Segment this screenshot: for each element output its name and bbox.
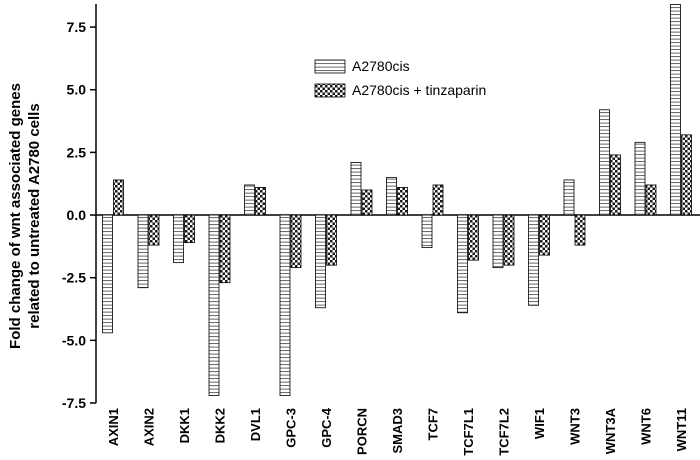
x-category-label: GPC-4 [319,407,334,448]
bar-a2780cis-tinzaparin-wnt3 [574,214,586,246]
bar-a2780cis-wnt11 [670,4,681,216]
bar-a2780cis-tinzaparin-wnt11 [681,134,692,216]
legend-label-a2780cis: A2780cis [352,58,410,74]
x-category-label: WNT3A [603,407,618,454]
x-category-label: GPC-3 [284,408,299,448]
y-tick-label: -5.0 [62,332,86,348]
bar-a2780cis-tinzaparin-dkk2 [219,214,231,284]
bar-a2780cis-wnt6 [634,141,646,216]
x-category-label: WNT11 [674,408,689,451]
legend-swatch-a2780cis [314,59,346,74]
y-tick-label: 2.5 [67,144,87,160]
y-tick-label: 5.0 [67,82,87,98]
bar-a2780cis-tinzaparin-axin2 [148,214,160,246]
bar-a2780cis-wnt3a [599,109,610,216]
bar-a2780cis-tinzaparin-porcn [361,189,373,216]
bar-a2780cis-wif1 [528,214,539,306]
bar-a2780cis-smad3 [386,177,397,216]
bar-a2780cis-wnt3 [563,179,575,216]
y-axis-label: Fold change of wnt associated genes relat… [7,83,43,349]
bar-a2780cis-tinzaparin-gpc-4 [326,214,337,266]
legend-label-a2780cis-tinzaparin: A2780cis + tinzaparin [352,82,486,98]
axes: 7.5 5.0 2.5 0.0 -2.5 -5.0 -7.5 AXIN1 AXIN2 DKK1 DK… [62,4,700,456]
bar-a2780cis-dkk2 [208,214,220,396]
bar-a2780cis-tinzaparin-tcf7l1 [468,214,479,261]
y-axis-title-line-2: related to untreated A2780 cells [26,103,43,328]
y-tick-label: -7.5 [62,395,86,411]
bar-a2780cis-dkk1 [173,214,184,264]
bar-a2780cis-porcn [350,161,362,216]
x-category-label: DVL1 [248,408,263,441]
bar-a2780cis-axin2 [137,214,149,289]
bar-a2780cis-gpc-3 [279,214,291,396]
bar-a2780cis-tinzaparin-smad3 [397,187,408,216]
bar-a2780cis-dvl1 [244,184,255,216]
bar-a2780cis-tinzaparin-gpc-3 [290,214,302,269]
x-category-label: DKK1 [177,408,192,443]
bar-a2780cis-tinzaparin-tcf7 [432,184,444,216]
bar-a2780cis-tinzaparin-axin1 [113,179,124,216]
bar-a2780cis-tinzaparin-wnt3a [610,154,621,216]
x-category-label: WNT6 [639,408,654,445]
bar-a2780cis-tinzaparin-dkk1 [184,214,195,244]
x-category-label: TCF7L2 [497,408,512,456]
bars [102,4,692,396]
bar-a2780cis-tcf7l2 [492,214,504,269]
bar-a2780cis-tinzaparin-wnt6 [645,184,657,216]
y-tick-label: 7.5 [67,19,87,35]
bar-a2780cis-tinzaparin-dvl1 [255,187,266,216]
bar-a2780cis-tcf7l1 [457,214,468,314]
bar-a2780cis-tcf7 [421,214,433,249]
legend-swatch-a2780cis-tinzaparin [314,83,346,98]
x-category-label: TCF7L1 [461,408,476,456]
bar-a2780cis-gpc-4 [315,214,326,309]
y-axis-title-line-1: Fold change of wnt associated genes [7,83,24,349]
y-tick-label: -2.5 [62,270,86,286]
bar-a2780cis-axin1 [102,214,113,334]
legend: A2780cis A2780cis + tinzaparin [314,58,486,98]
x-category-label: PORCN [355,408,370,455]
x-category-label: AXIN2 [142,408,157,446]
x-category-label: DKK2 [213,408,228,443]
x-category-label: SMAD3 [390,408,405,454]
bar-a2780cis-tinzaparin-tcf7l2 [503,214,515,266]
bar-a2780cis-tinzaparin-wif1 [539,214,550,256]
y-tick-label: 0.0 [67,207,87,223]
x-category-label: AXIN1 [106,408,121,446]
x-category-label: WNT3 [568,408,583,445]
x-category-label: WIF1 [532,408,547,439]
x-category-label: TCF7 [426,408,441,441]
